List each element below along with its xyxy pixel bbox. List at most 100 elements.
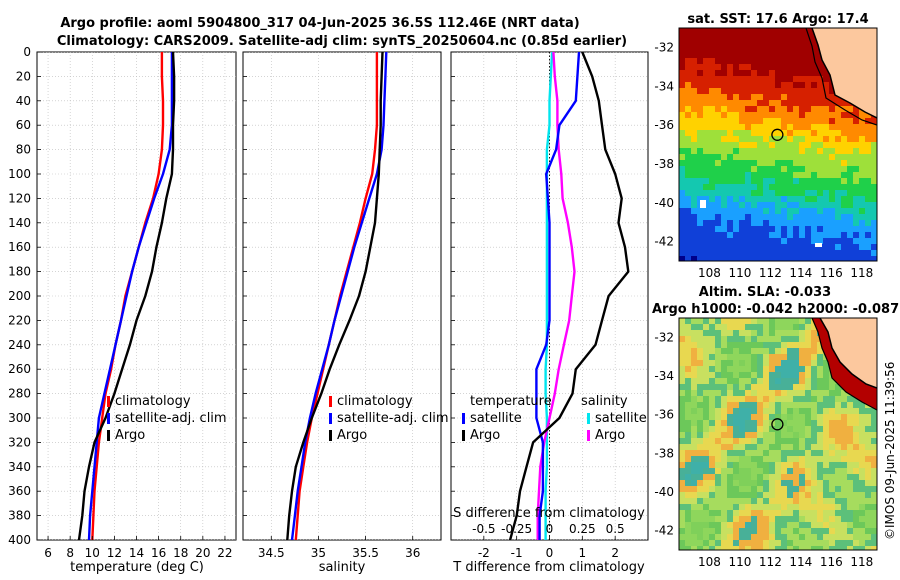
series-line-t-argo bbox=[508, 52, 630, 540]
legend-label-argo: Argo bbox=[115, 428, 145, 443]
temperature-series bbox=[77, 52, 176, 540]
s-difference-tick-label: 0 bbox=[546, 522, 554, 536]
legend-label-climatology: climatology bbox=[115, 394, 191, 409]
depth-contour bbox=[805, 28, 877, 126]
s-difference-tick-label: 0.5 bbox=[606, 522, 625, 536]
y-tick-label: 220 bbox=[8, 313, 31, 327]
legend-swatch-satellite bbox=[107, 413, 110, 424]
legend-swatch-climatology bbox=[329, 396, 332, 407]
legend-title-temperature: temperature bbox=[470, 394, 552, 409]
map-lon-tick-label: 110 bbox=[728, 266, 751, 280]
salinity-series bbox=[286, 52, 388, 540]
sla-map bbox=[679, 318, 877, 550]
legend-swatch-t-satellite bbox=[462, 413, 465, 424]
sla-map-subtitle: Argo h1000: -0.042 h2000: -0.087 bbox=[652, 302, 899, 317]
y-tick-label: 40 bbox=[16, 94, 31, 108]
sst-map-frame bbox=[678, 27, 878, 262]
legend-label-satellite: satellite-adj. clim bbox=[115, 411, 227, 426]
land-australia bbox=[820, 318, 877, 388]
x-tick-label: 8 bbox=[66, 546, 74, 560]
x-tick-label: 10 bbox=[85, 546, 100, 560]
y-tick-label: 280 bbox=[8, 387, 31, 401]
temperature-xlabel: temperature (deg C) bbox=[70, 560, 204, 575]
sst-map bbox=[679, 28, 877, 261]
map-lon-tick-label: 114 bbox=[789, 555, 812, 569]
y-tick-label: 300 bbox=[8, 411, 31, 425]
y-tick-label: 200 bbox=[8, 289, 31, 303]
map-lat-tick-label: -42 bbox=[654, 235, 674, 249]
title-line-1: Argo profile: aoml 5904800_317 04-Jun-20… bbox=[60, 16, 579, 31]
x-tick-label: 16 bbox=[151, 546, 166, 560]
sla-map-title: Altim. SLA: -0.033 bbox=[699, 285, 831, 300]
map-lon-tick-label: 114 bbox=[789, 266, 812, 280]
series-line-argo bbox=[286, 52, 384, 540]
y-tick-label: 60 bbox=[16, 118, 31, 132]
map-lat-tick-label: -40 bbox=[654, 485, 674, 499]
y-tick-label: 180 bbox=[8, 265, 31, 279]
x-tick-label: 12 bbox=[107, 546, 122, 560]
legend-swatch-t-argo bbox=[462, 430, 465, 441]
legend-swatch-climatology bbox=[107, 396, 110, 407]
argo-position-marker bbox=[771, 128, 784, 141]
s-difference-tick-label: -0.5 bbox=[472, 522, 495, 536]
legend-label-t-satellite: satellite bbox=[470, 411, 522, 426]
legend-swatch-s-argo bbox=[587, 430, 590, 441]
map-lon-tick-label: 116 bbox=[820, 266, 843, 280]
legend-label-s-satellite: satellite bbox=[595, 411, 647, 426]
legend-swatch-argo bbox=[107, 430, 110, 441]
difference-legend: temperature satellite Argo salinity sate… bbox=[462, 394, 647, 443]
legend-label-s-argo: Argo bbox=[595, 428, 625, 443]
coastline bbox=[811, 28, 877, 119]
y-tick-label: 340 bbox=[8, 460, 31, 474]
legend-swatch-argo bbox=[329, 430, 332, 441]
y-tick-label: 100 bbox=[8, 167, 31, 181]
salinity-grid bbox=[243, 52, 441, 540]
t-difference-xlabel: T difference from climatology bbox=[452, 560, 645, 575]
legend-label-climatology: climatology bbox=[337, 394, 413, 409]
x-tick-label: 36 bbox=[405, 546, 420, 560]
map-lon-tick-label: 108 bbox=[698, 266, 721, 280]
x-tick-label: 6 bbox=[44, 546, 52, 560]
temperature-legend: climatology satellite-adj. clim Argo bbox=[107, 394, 227, 443]
x-tick-label: 22 bbox=[217, 546, 232, 560]
x-tick-label: -2 bbox=[478, 546, 490, 560]
series-line-s-satellite bbox=[544, 52, 554, 540]
series-line-t-satellite bbox=[535, 52, 581, 540]
y-tick-label: 260 bbox=[8, 362, 31, 376]
x-tick-label: 0 bbox=[546, 546, 554, 560]
coastline bbox=[819, 318, 877, 389]
s-difference-tick-label: -0.25 bbox=[501, 522, 532, 536]
legend-swatch-s-satellite bbox=[587, 413, 590, 424]
map-lat-tick-label: -36 bbox=[654, 408, 674, 422]
y-tick-label: 400 bbox=[8, 533, 31, 547]
map-lat-tick-label: -36 bbox=[654, 118, 674, 132]
x-tick-label: 34.5 bbox=[258, 546, 285, 560]
y-tick-label: 380 bbox=[8, 509, 31, 523]
difference-series bbox=[508, 52, 630, 540]
s-difference-tick-label: 0.25 bbox=[569, 522, 596, 536]
map-lat-tick-label: -32 bbox=[654, 40, 674, 54]
map-lon-tick-label: 116 bbox=[820, 555, 843, 569]
y-tick-label: 20 bbox=[16, 69, 31, 83]
depth-contour bbox=[811, 318, 877, 411]
x-tick-label: -1 bbox=[511, 546, 523, 560]
map-lon-tick-label: 112 bbox=[759, 266, 782, 280]
map-lat-tick-label: -32 bbox=[654, 330, 674, 344]
map-lon-tick-label: 118 bbox=[850, 555, 873, 569]
x-tick-label: 35.5 bbox=[352, 546, 379, 560]
sst-map-title: sat. SST: 17.6 Argo: 17.4 bbox=[687, 12, 868, 27]
map-lon-tick-label: 112 bbox=[759, 555, 782, 569]
x-tick-label: 35 bbox=[311, 546, 326, 560]
y-tick-label: 80 bbox=[16, 143, 31, 157]
y-tick-label: 0 bbox=[23, 45, 31, 59]
land-australia bbox=[812, 28, 877, 118]
y-tick-label: 240 bbox=[8, 338, 31, 352]
sla-map-frame bbox=[678, 317, 878, 551]
y-tick-label: 140 bbox=[8, 216, 31, 230]
map-lat-tick-label: -34 bbox=[654, 79, 674, 93]
map-lon-tick-label: 118 bbox=[850, 266, 873, 280]
map-lat-tick-label: -40 bbox=[654, 196, 674, 210]
map-lat-tick-label: -38 bbox=[654, 157, 674, 171]
map-lat-tick-label: -42 bbox=[654, 524, 674, 538]
x-tick-label: 18 bbox=[173, 546, 188, 560]
